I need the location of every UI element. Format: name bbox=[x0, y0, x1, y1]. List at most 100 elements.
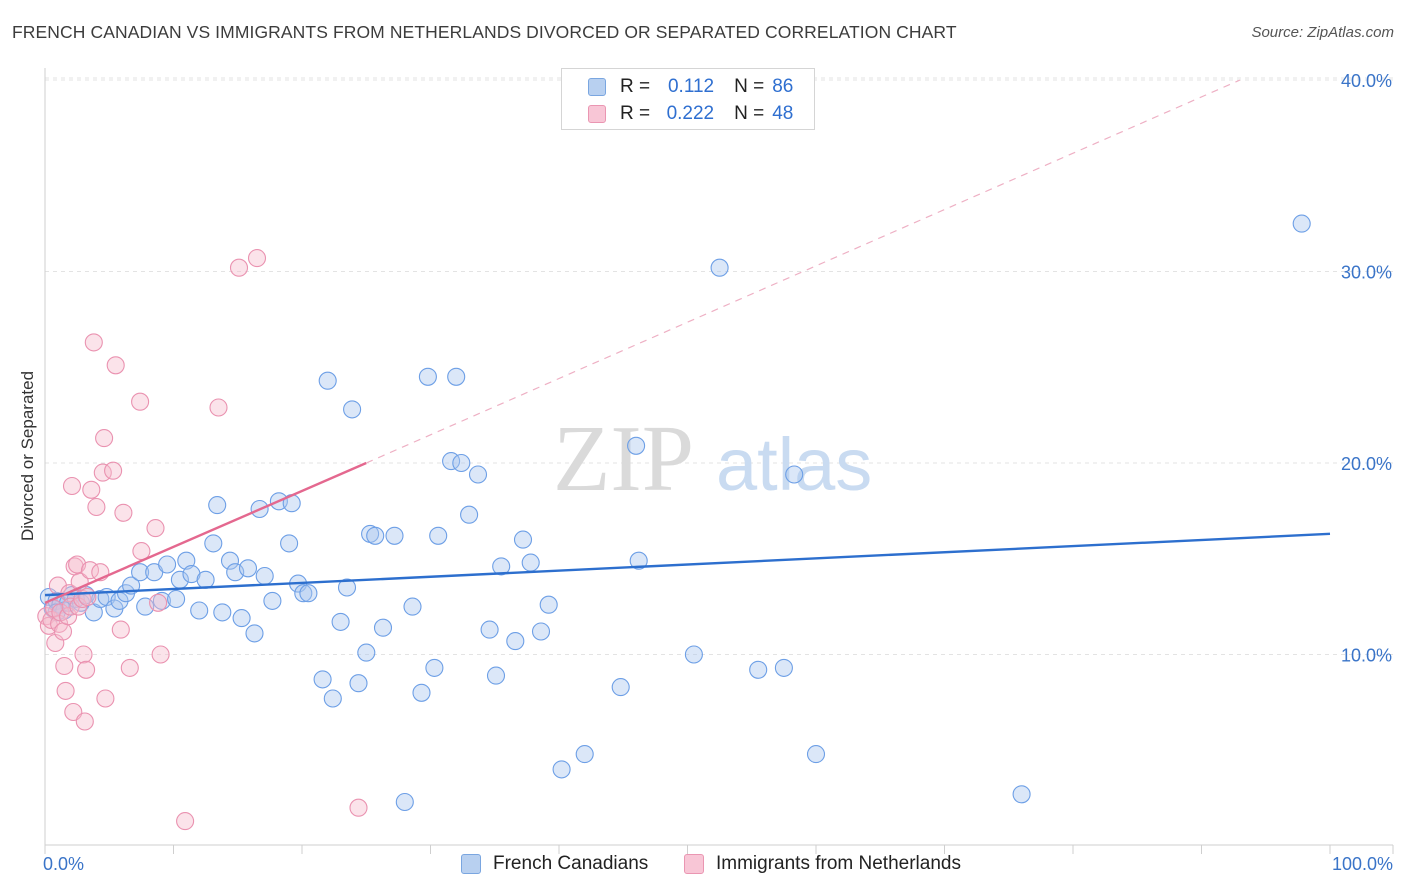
point-french-canadians bbox=[429, 526, 448, 545]
point-french-canadians bbox=[627, 436, 646, 455]
point-french-canadians bbox=[785, 465, 804, 484]
point-french-canadians bbox=[245, 624, 264, 643]
point-immigrants-netherlands bbox=[209, 398, 228, 417]
point-immigrants-netherlands bbox=[77, 660, 96, 679]
point-immigrants-netherlands bbox=[53, 622, 73, 641]
point-french-canadians bbox=[575, 745, 594, 764]
point-french-canadians bbox=[710, 258, 729, 277]
point-french-canadians bbox=[1012, 785, 1031, 804]
series-immigrants-netherlands bbox=[37, 249, 368, 831]
point-immigrants-netherlands bbox=[106, 356, 125, 375]
bottom-legend-french-canadians: French Canadians bbox=[461, 852, 648, 876]
point-french-canadians bbox=[806, 745, 826, 764]
point-french-canadians bbox=[294, 584, 313, 603]
x-tick-label: 100.0% bbox=[1332, 854, 1393, 874]
trend-line-french-canadians bbox=[44, 532, 1331, 597]
series-french-canadians bbox=[39, 214, 1311, 812]
point-french-canadians bbox=[196, 570, 215, 589]
point-immigrants-netherlands bbox=[95, 429, 114, 448]
legend-n-value: 86 bbox=[772, 76, 794, 97]
point-french-canadians bbox=[611, 678, 630, 697]
point-immigrants-netherlands bbox=[55, 656, 74, 676]
point-french-canadians bbox=[357, 643, 376, 662]
watermark-atlas: atlas bbox=[716, 423, 872, 506]
point-immigrants-netherlands bbox=[146, 519, 165, 538]
point-french-canadians bbox=[531, 622, 551, 641]
point-french-canadians bbox=[385, 526, 404, 545]
point-immigrants-netherlands bbox=[120, 658, 139, 677]
point-french-canadians bbox=[1292, 214, 1311, 233]
point-french-canadians bbox=[220, 551, 240, 570]
trend-line-immigrants-netherlands bbox=[44, 461, 367, 604]
legend-row-french-canadians: R = 0.112 N = 86 bbox=[588, 75, 793, 99]
point-french-canadians bbox=[521, 553, 540, 572]
x-tick-label: 0.0% bbox=[43, 854, 84, 874]
point-french-canadians bbox=[349, 674, 368, 693]
point-french-canadians bbox=[323, 689, 342, 708]
point-immigrants-netherlands bbox=[111, 620, 130, 639]
bottom-legend-swatch-pink bbox=[684, 854, 704, 874]
point-french-canadians bbox=[158, 555, 177, 574]
point-french-canadians bbox=[131, 563, 150, 582]
point-french-canadians bbox=[213, 603, 232, 622]
point-immigrants-netherlands bbox=[84, 333, 103, 352]
point-french-canadians bbox=[263, 591, 282, 610]
point-french-canadians bbox=[539, 595, 558, 614]
legend-r-label: R = bbox=[620, 76, 651, 97]
legend-n-value: 48 bbox=[772, 103, 794, 124]
trend-line-extension-immigrants-netherlands bbox=[366, 79, 1241, 464]
point-french-canadians bbox=[208, 496, 227, 515]
point-french-canadians bbox=[684, 645, 703, 664]
point-french-canadians bbox=[425, 658, 444, 677]
bottom-legend-swatch-blue bbox=[461, 854, 481, 874]
point-french-canadians bbox=[232, 609, 251, 628]
point-immigrants-netherlands bbox=[87, 497, 106, 517]
point-french-canadians bbox=[280, 534, 299, 553]
point-french-canadians bbox=[395, 792, 414, 812]
axes bbox=[44, 68, 1394, 854]
point-french-canadians bbox=[403, 597, 422, 616]
point-french-canadians bbox=[460, 505, 479, 524]
bottom-legend-label: Immigrants from Netherlands bbox=[716, 853, 961, 874]
y-tick-label: 20.0% bbox=[1341, 454, 1392, 474]
point-french-canadians bbox=[343, 400, 362, 419]
point-french-canadians bbox=[337, 578, 357, 597]
point-immigrants-netherlands bbox=[176, 812, 195, 831]
legend-row-immigrants-netherlands: R = 0.222 N = 48 bbox=[588, 102, 793, 126]
point-immigrants-netherlands bbox=[151, 645, 170, 664]
point-immigrants-netherlands bbox=[74, 645, 93, 664]
point-french-canadians bbox=[447, 367, 466, 386]
point-french-canadians bbox=[299, 584, 318, 603]
point-immigrants-netherlands bbox=[62, 476, 82, 496]
point-french-canadians bbox=[177, 551, 196, 570]
point-french-canadians bbox=[255, 566, 274, 586]
point-french-canadians bbox=[629, 551, 648, 570]
point-french-canadians bbox=[373, 618, 393, 637]
point-immigrants-netherlands bbox=[75, 712, 94, 731]
chart-title: FRENCH CANADIAN VS IMMIGRANTS FROM NETHE… bbox=[12, 22, 957, 42]
tick-labels: 10.0% 20.0% 30.0% 40.0% 0.0% 100.0% bbox=[43, 71, 1393, 874]
point-french-canadians bbox=[492, 557, 511, 576]
legend-swatch-blue bbox=[588, 78, 606, 96]
y-axis-label: Divorced or Separated bbox=[18, 371, 37, 541]
point-french-canadians bbox=[190, 601, 209, 620]
point-immigrants-netherlands bbox=[78, 587, 97, 607]
point-french-canadians bbox=[331, 612, 350, 631]
bottom-legend-label: French Canadians bbox=[493, 853, 649, 874]
legend-n-label: N = bbox=[734, 76, 765, 97]
trend-lines bbox=[44, 79, 1331, 604]
legend-r-value: 0.112 bbox=[667, 76, 715, 97]
point-immigrants-netherlands bbox=[82, 480, 101, 499]
y-tick-label: 10.0% bbox=[1341, 646, 1392, 666]
point-french-canadians bbox=[486, 666, 506, 685]
point-immigrants-netherlands bbox=[56, 681, 75, 700]
point-immigrants-netherlands bbox=[96, 689, 115, 708]
source-label: Source: ZipAtlas.com bbox=[1251, 24, 1394, 41]
point-immigrants-netherlands bbox=[349, 798, 368, 817]
legend-r-value: 0.222 bbox=[666, 103, 715, 124]
legend-n-label: N = bbox=[734, 103, 765, 124]
legend-swatch-pink bbox=[588, 105, 606, 123]
point-french-canadians bbox=[452, 453, 471, 473]
point-french-canadians bbox=[468, 465, 488, 484]
